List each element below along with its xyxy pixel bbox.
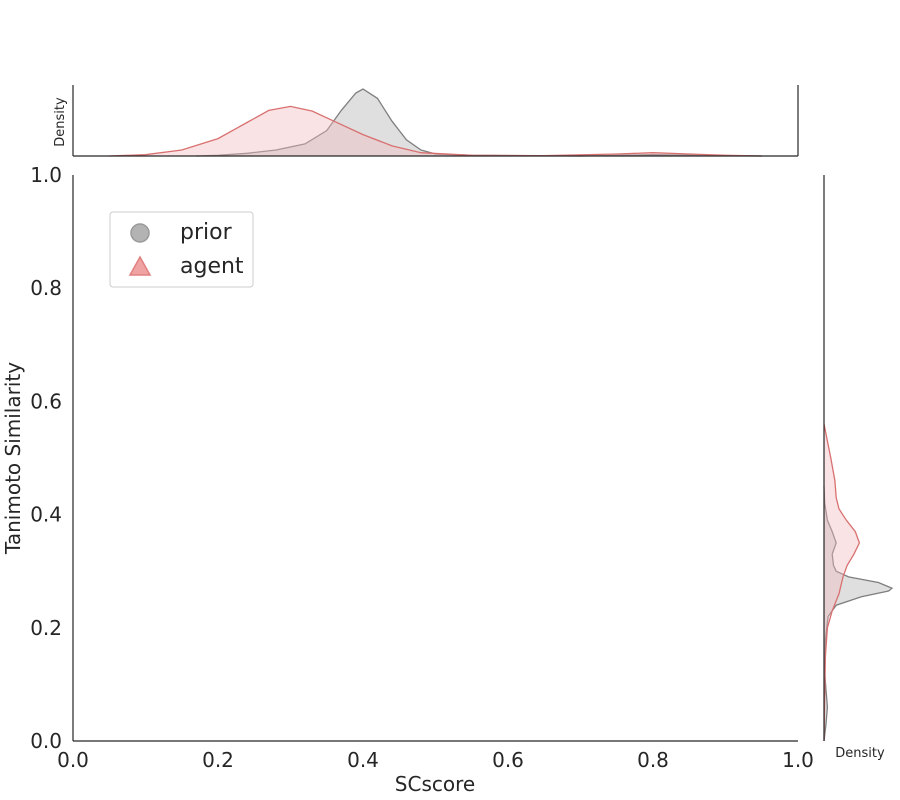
x-tick-labels: 0.0 0.2 0.4 0.6 0.8 1.0 (57, 748, 814, 772)
right-marginal-xlabel: Density (835, 746, 885, 761)
legend-prior-marker (130, 223, 150, 243)
legend-agent-marker (128, 255, 152, 276)
y-tick-label: 0.8 (30, 276, 62, 300)
y-tick-label: 0.0 (30, 729, 62, 753)
x-tick-label: 0.4 (347, 748, 379, 772)
right-marginal-kde-layer (823, 423, 894, 742)
x-tick-label: 0.6 (492, 748, 524, 772)
legend-agent-label: agent (180, 254, 244, 279)
main-axes: 0.0 0.2 0.4 0.6 0.8 1.0 0.0 0.2 0.4 0.6 0.8 1.0 SC… (1, 163, 814, 796)
y-tick-labels: 0.0 0.2 0.4 0.6 0.8 1.0 (30, 163, 62, 753)
y-tick-label: 0.4 (30, 503, 62, 527)
agent-x-density-area (109, 106, 762, 156)
top-marginal-kde-layer (109, 88, 762, 157)
legend: prior agent (109, 211, 254, 288)
legend-prior-label: prior (180, 220, 233, 245)
y-tick-label: 0.6 (30, 389, 62, 413)
right-marginal-axes: Density (823, 175, 894, 761)
y-tick-label: 0.2 (30, 616, 62, 640)
y-tick-label: 1.0 (30, 163, 62, 187)
x-axis-label: SCscore (395, 772, 475, 796)
prior-x-density-area (196, 89, 762, 156)
agent-x-density-line (109, 105, 762, 157)
prior-y-density-line (823, 486, 894, 742)
agent-y-density-line (823, 423, 861, 742)
x-tick-label: 1.0 (782, 748, 814, 772)
agent-y-density-area (824, 424, 860, 741)
x-tick-label: 0.0 (57, 748, 89, 772)
top-marginal-axes: Density (53, 85, 799, 157)
x-tick-label: 0.8 (637, 748, 669, 772)
y-axis-label: Tanimoto Similarity (1, 362, 25, 555)
x-tick-label: 0.2 (202, 748, 234, 772)
top-marginal-ylabel: Density (53, 97, 68, 147)
